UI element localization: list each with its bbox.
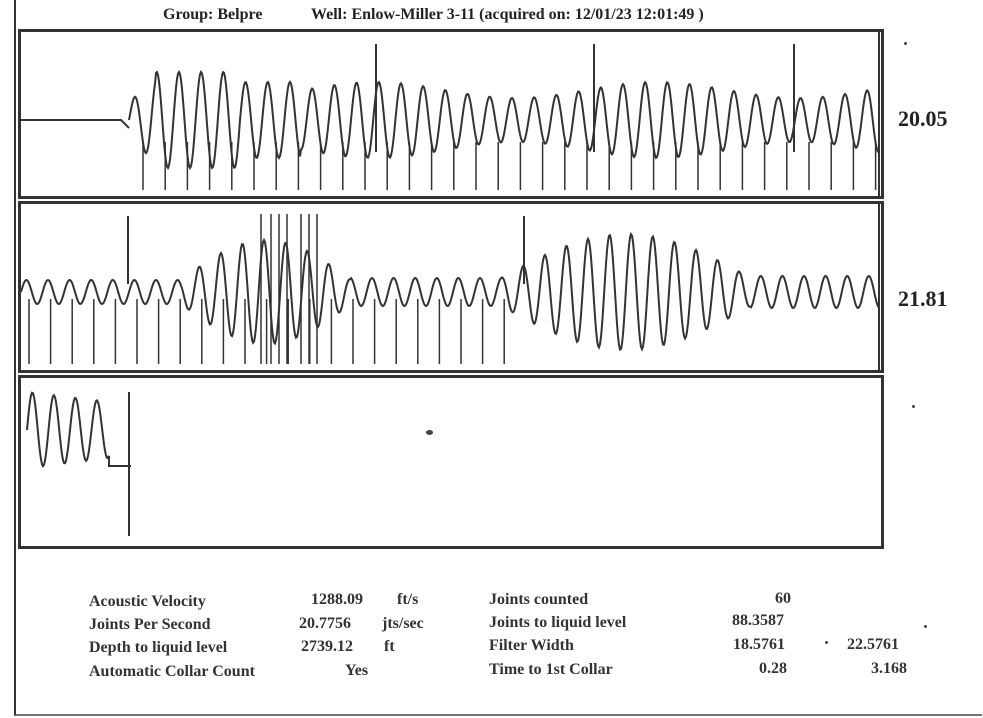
trace-panel-3 (18, 375, 884, 549)
scan-speck (924, 625, 927, 628)
trace-3-waveform (26, 391, 131, 536)
result-label: Acoustic Velocity (89, 593, 206, 610)
trace-panel-1 (18, 29, 884, 199)
result-value: 2739.12 (301, 638, 353, 655)
result-label: Depth to liquid level (89, 639, 228, 656)
result-value: 0.28 (759, 660, 787, 677)
trace-1-value: 20.05 (898, 106, 948, 131)
result-unit: jts/sec (382, 615, 424, 632)
result-value: 20.7756 (299, 615, 351, 632)
result-value: Yes (345, 662, 369, 679)
acoustic-waveform (128, 69, 880, 171)
result-value: 18.5761 (733, 636, 785, 653)
result-label: Joints Per Second (89, 616, 211, 633)
result-value: 88.3587 (732, 612, 784, 629)
trace-panel-2 (18, 201, 884, 373)
result-unit: ft (384, 638, 395, 655)
flat-baseline (21, 119, 130, 129)
trace-2-value: 21.81 (898, 286, 948, 311)
result-value: 60 (775, 590, 791, 607)
scan-speck (825, 641, 828, 644)
result-unit: ft/s (397, 591, 419, 608)
group-label: Group: Belpre (163, 6, 263, 23)
result-label: Joints counted (489, 591, 589, 608)
scan-speck (904, 42, 907, 45)
result-label: Joints to liquid level (489, 614, 627, 631)
acoustic-waveform (26, 391, 131, 468)
result-value-2: 22.5761 (847, 636, 899, 653)
result-value: 1288.09 (311, 591, 363, 608)
result-label: Automatic Collar Count (89, 663, 255, 680)
trace-2-waveform (21, 204, 880, 370)
trace-1-waveform (21, 32, 880, 196)
page-border (14, 0, 982, 716)
scan-speck (426, 430, 433, 435)
result-label: Filter Width (489, 637, 574, 654)
acoustic-waveform (21, 231, 880, 352)
result-label: Time to 1st Collar (489, 661, 613, 678)
result-value-2: 3.168 (871, 660, 907, 677)
scan-speck (912, 405, 915, 408)
well-label: Well: Enlow-Miller 3-11 (acquired on: 12… (311, 6, 704, 23)
